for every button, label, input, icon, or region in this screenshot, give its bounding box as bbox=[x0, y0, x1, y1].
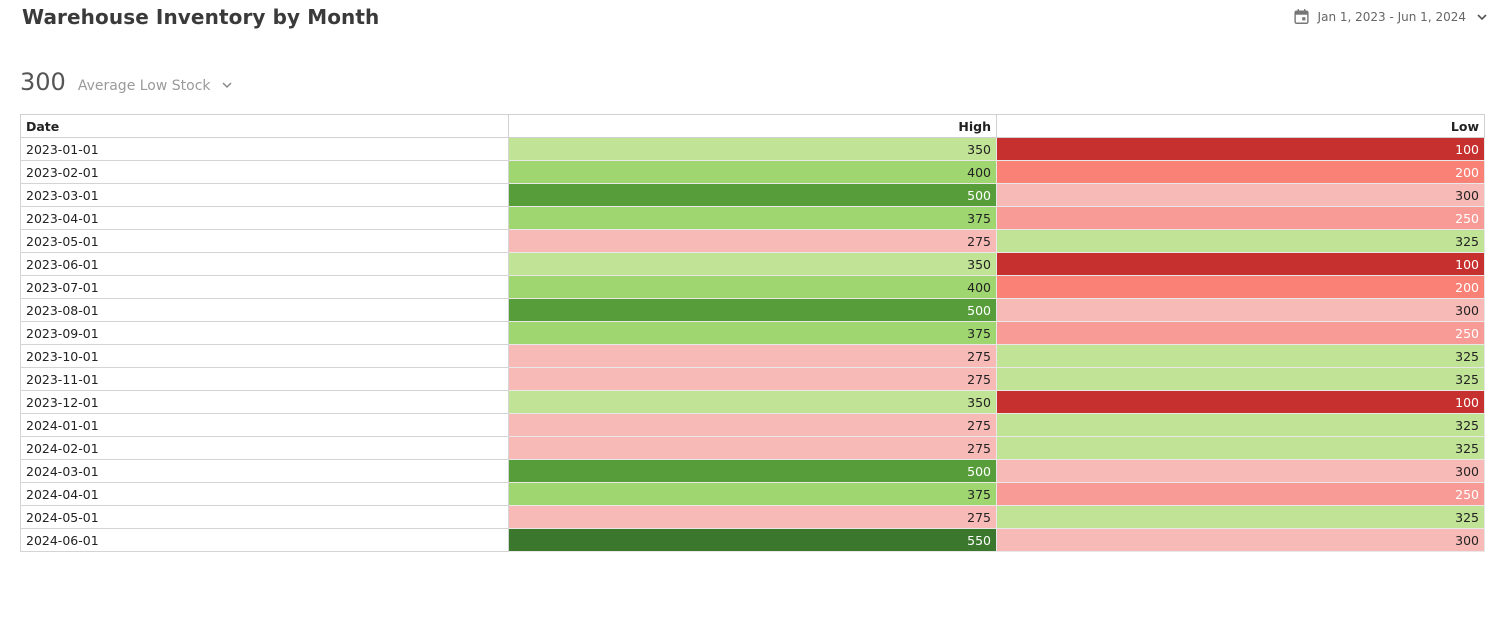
cell-high: 350 bbox=[508, 137, 997, 161]
cell-low: 200 bbox=[996, 160, 1485, 184]
cell-date: 2023-02-01 bbox=[20, 160, 509, 184]
cell-date: 2023-10-01 bbox=[20, 344, 509, 368]
cell-high: 275 bbox=[508, 344, 997, 368]
calendar-icon bbox=[1293, 9, 1309, 24]
column-header-date[interactable]: Date bbox=[20, 114, 509, 138]
cell-low: 300 bbox=[996, 459, 1485, 483]
cell-date: 2023-05-01 bbox=[20, 229, 509, 253]
table-row: 2024-06-01 550 300 bbox=[20, 528, 1485, 552]
cell-high: 500 bbox=[508, 459, 997, 483]
cell-high: 500 bbox=[508, 298, 997, 322]
table-row: 2023-11-01 275 325 bbox=[20, 367, 1485, 391]
table-row: 2023-08-01 500 300 bbox=[20, 298, 1485, 322]
cell-low: 325 bbox=[996, 505, 1485, 529]
cell-low: 325 bbox=[996, 344, 1485, 368]
cell-date: 2024-03-01 bbox=[20, 459, 509, 483]
cell-date: 2024-02-01 bbox=[20, 436, 509, 460]
metric-summary: 300 Average Low Stock bbox=[20, 68, 233, 96]
cell-low: 300 bbox=[996, 298, 1485, 322]
cell-date: 2023-03-01 bbox=[20, 183, 509, 207]
cell-low: 300 bbox=[996, 183, 1485, 207]
cell-high: 275 bbox=[508, 505, 997, 529]
table-row: 2024-04-01 375 250 bbox=[20, 482, 1485, 506]
cell-date: 2023-11-01 bbox=[20, 367, 509, 391]
cell-high: 275 bbox=[508, 229, 997, 253]
cell-date: 2023-08-01 bbox=[20, 298, 509, 322]
cell-low: 300 bbox=[996, 528, 1485, 552]
cell-date: 2023-04-01 bbox=[20, 206, 509, 230]
cell-high: 375 bbox=[508, 321, 997, 345]
table-row: 2023-04-01 375 250 bbox=[20, 206, 1485, 230]
cell-high: 275 bbox=[508, 436, 997, 460]
chevron-down-icon[interactable] bbox=[221, 79, 233, 91]
page-title: Warehouse Inventory by Month bbox=[22, 5, 380, 29]
column-header-low[interactable]: Low bbox=[996, 114, 1485, 138]
cell-high: 375 bbox=[508, 206, 997, 230]
cell-date: 2023-09-01 bbox=[20, 321, 509, 345]
table-row: 2023-06-01 350 100 bbox=[20, 252, 1485, 276]
table-row: 2023-01-01 350 100 bbox=[20, 137, 1485, 161]
cell-low: 100 bbox=[996, 137, 1485, 161]
table-row: 2024-03-01 500 300 bbox=[20, 459, 1485, 483]
cell-high: 375 bbox=[508, 482, 997, 506]
cell-high: 275 bbox=[508, 367, 997, 391]
table-row: 2023-12-01 350 100 bbox=[20, 390, 1485, 414]
cell-low: 325 bbox=[996, 367, 1485, 391]
cell-date: 2023-07-01 bbox=[20, 275, 509, 299]
cell-date: 2023-12-01 bbox=[20, 390, 509, 414]
cell-date: 2024-06-01 bbox=[20, 528, 509, 552]
table-row: 2023-03-01 500 300 bbox=[20, 183, 1485, 207]
cell-low: 250 bbox=[996, 206, 1485, 230]
cell-high: 550 bbox=[508, 528, 997, 552]
cell-low: 250 bbox=[996, 321, 1485, 345]
cell-date: 2024-05-01 bbox=[20, 505, 509, 529]
cell-high: 400 bbox=[508, 160, 997, 184]
cell-low: 100 bbox=[996, 252, 1485, 276]
date-range-label: Jan 1, 2023 - Jun 1, 2024 bbox=[1317, 9, 1466, 24]
cell-high: 500 bbox=[508, 183, 997, 207]
cell-date: 2023-06-01 bbox=[20, 252, 509, 276]
table-row: 2023-05-01 275 325 bbox=[20, 229, 1485, 253]
cell-low: 325 bbox=[996, 413, 1485, 437]
cell-high: 275 bbox=[508, 413, 997, 437]
column-header-high[interactable]: High bbox=[508, 114, 997, 138]
table-header-row: Date High Low bbox=[20, 114, 1485, 138]
cell-low: 100 bbox=[996, 390, 1485, 414]
table-row: 2023-02-01 400 200 bbox=[20, 160, 1485, 184]
table-row: 2024-02-01 275 325 bbox=[20, 436, 1485, 460]
cell-low: 200 bbox=[996, 275, 1485, 299]
date-range-picker[interactable]: Jan 1, 2023 - Jun 1, 2024 bbox=[1293, 8, 1488, 25]
chevron-down-icon bbox=[1477, 13, 1487, 20]
cell-date: 2023-01-01 bbox=[20, 137, 509, 161]
table-row: 2023-10-01 275 325 bbox=[20, 344, 1485, 368]
table-row: 2023-07-01 400 200 bbox=[20, 275, 1485, 299]
cell-low: 325 bbox=[996, 436, 1485, 460]
cell-low: 325 bbox=[996, 229, 1485, 253]
metric-value: 300 bbox=[20, 68, 66, 96]
metric-selector[interactable]: Average Low Stock bbox=[77, 78, 211, 94]
table-row: 2024-05-01 275 325 bbox=[20, 505, 1485, 529]
cell-date: 2024-04-01 bbox=[20, 482, 509, 506]
table-row: 2024-01-01 275 325 bbox=[20, 413, 1485, 437]
cell-high: 350 bbox=[508, 390, 997, 414]
inventory-table: Date High Low 2023-01-01 350 100 2023-02-01… bbox=[20, 114, 1485, 552]
cell-high: 350 bbox=[508, 252, 997, 276]
table-row: 2023-09-01 375 250 bbox=[20, 321, 1485, 345]
cell-date: 2024-01-01 bbox=[20, 413, 509, 437]
cell-low: 250 bbox=[996, 482, 1485, 506]
cell-high: 400 bbox=[508, 275, 997, 299]
